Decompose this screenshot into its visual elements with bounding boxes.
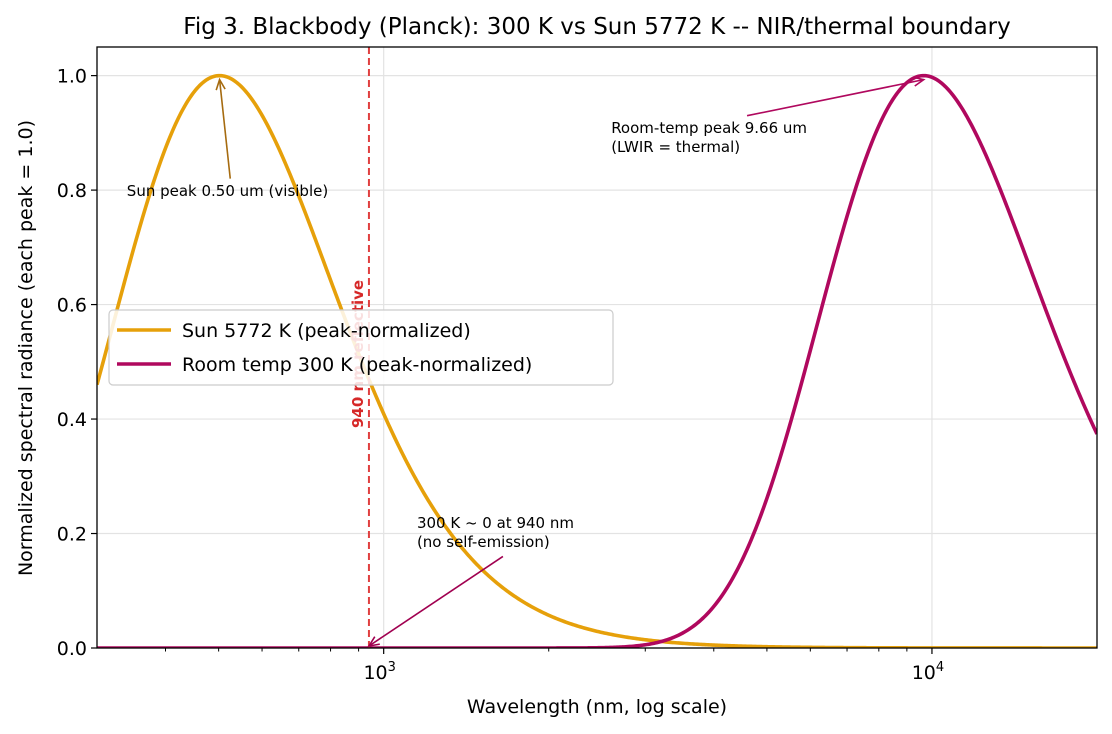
annotation-text-2-0: 300 K ~ 0 at 940 nm [417,514,574,532]
annotation-0: Sun peak 0.50 um (visible) [127,77,328,200]
y-tick-label-0: 0.0 [57,638,87,660]
y-tick-label-3: 0.6 [57,295,87,317]
annotation-1: Room-temp peak 9.66 um(LWIR = thermal) [611,76,926,156]
annotation-arrowhead-2 [367,636,380,648]
annotation-text-1-0: Room-temp peak 9.66 um [611,119,807,137]
x-axis-label: Wavelength (nm, log scale) [467,696,727,718]
y-axis-label: Normalized spectral radiance (each peak … [15,120,37,576]
y-tick-label-2: 0.4 [57,409,87,431]
annotation-text-2-1: (no self-emission) [417,533,550,551]
y-tick-label-4: 0.8 [57,180,87,202]
axes: 0.0 0.2 0.4 0.6 0.8 1.0 103 104 [57,46,1098,684]
y-tick-label-1: 0.2 [57,524,87,546]
chart-title: Fig 3. Blackbody (Planck): 300 K vs Sun … [183,14,1010,40]
y-tick-label-5: 1.0 [57,66,87,88]
annotation-text-0-0: Sun peak 0.50 um (visible) [127,182,328,200]
annotation-arrow-1 [746,78,924,117]
x-tick-label-0: 103 [363,660,395,684]
x-tick-label-1: 104 [912,660,944,684]
annotation-text-1-1: (LWIR = thermal) [611,138,740,156]
annotation-arrow-2 [368,555,504,647]
legend-label-1: Room temp 300 K (peak-normalized) [182,354,532,376]
annotation-2: 300 K ~ 0 at 940 nm(no self-emission) [367,514,574,648]
annotation-arrowhead-0 [215,77,226,91]
annotations: Sun peak 0.50 um (visible) Room-temp peak… [127,76,926,648]
annotation-arrowhead-1 [912,76,926,87]
axes-frame [96,46,1098,649]
legend-box [108,309,614,386]
legend: Sun 5772 K (peak-normalized) Room temp 30… [108,309,614,386]
legend-label-0: Sun 5772 K (peak-normalized) [182,320,471,342]
annotation-arrow-0 [218,79,232,179]
